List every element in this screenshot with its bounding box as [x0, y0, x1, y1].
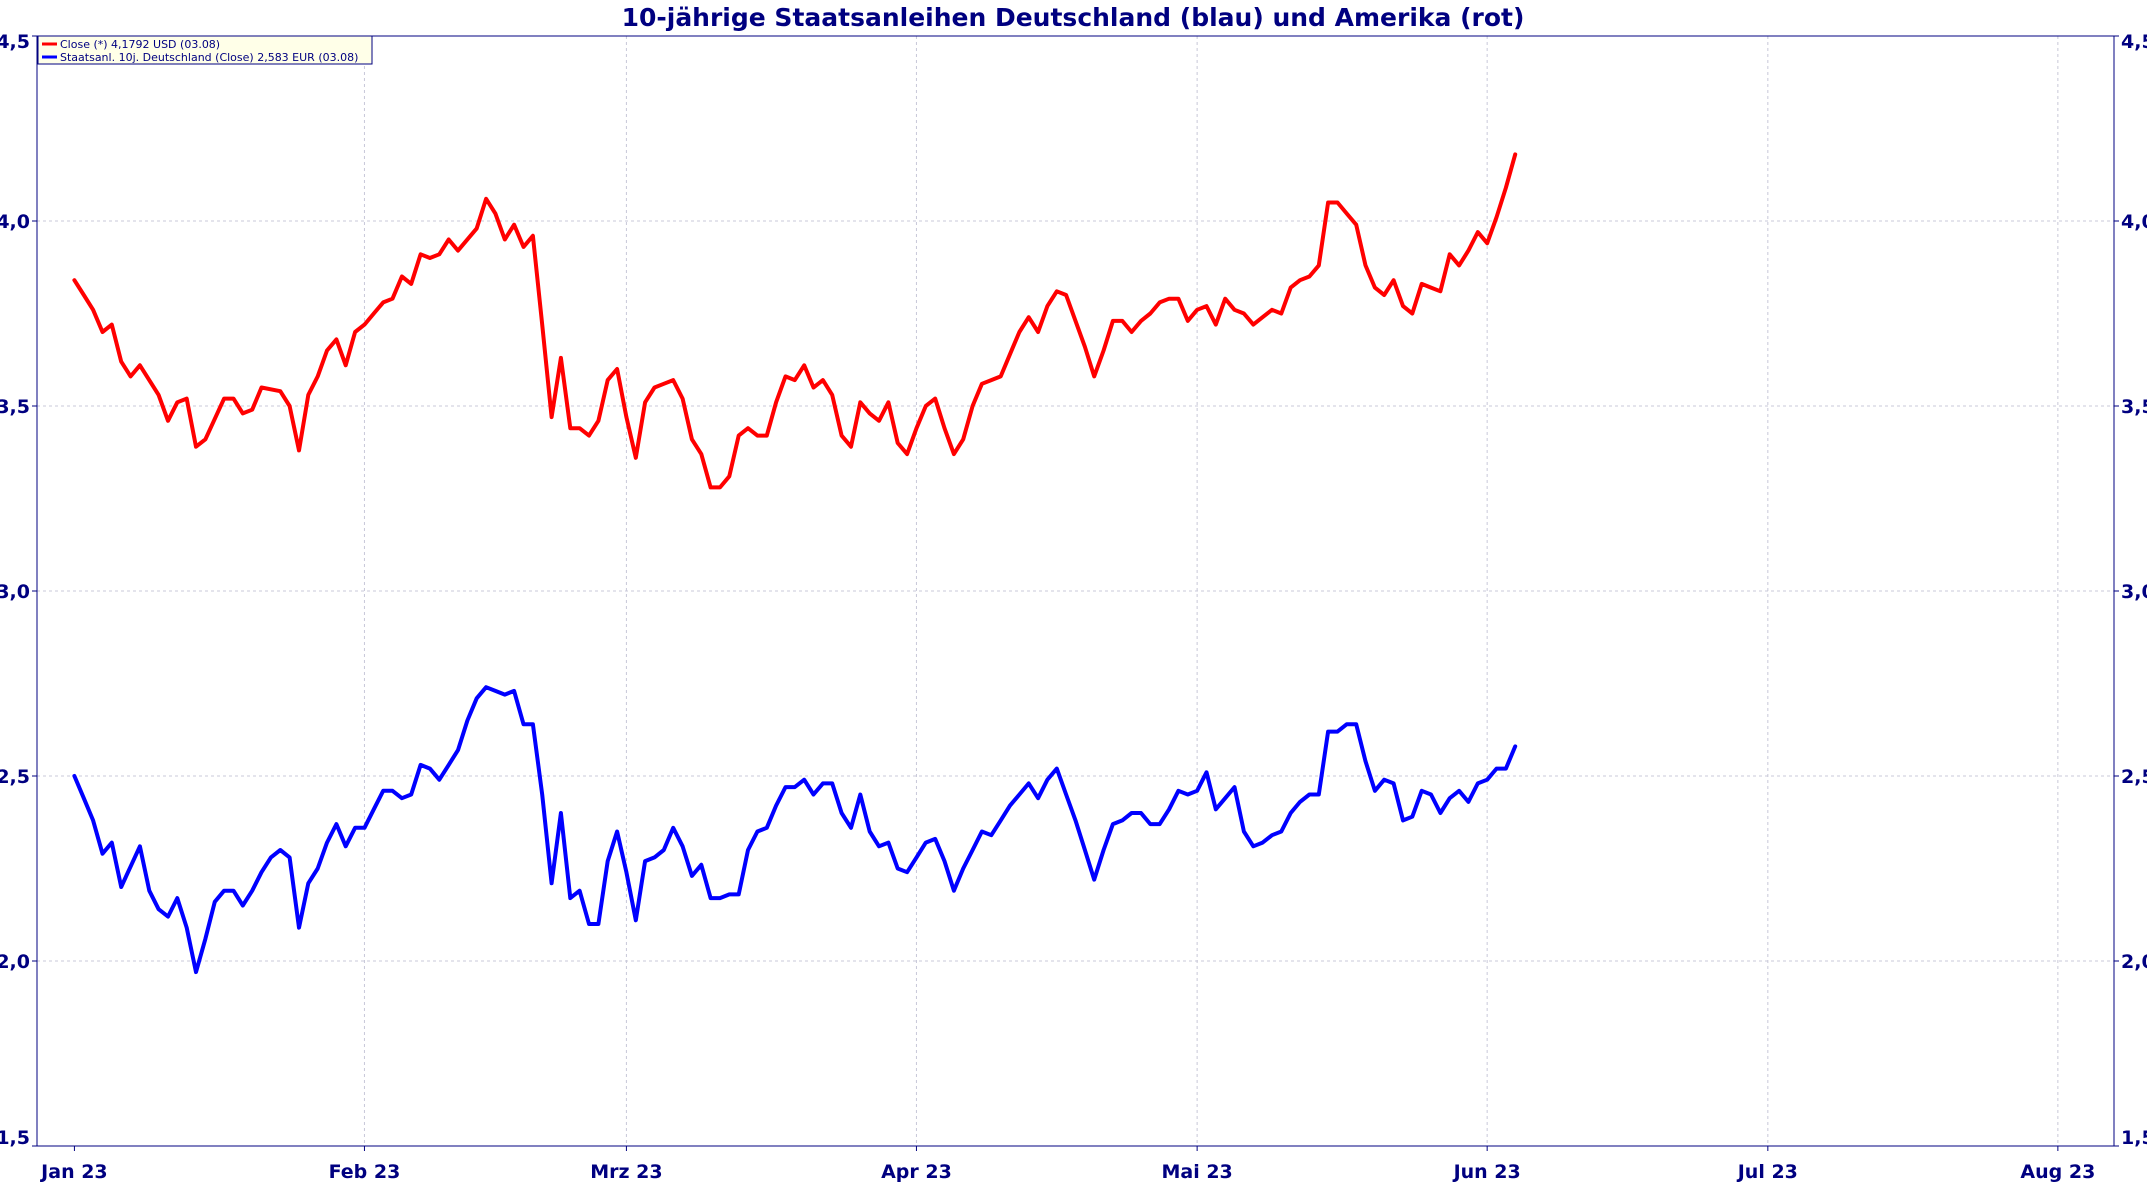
- grid: [37, 35, 2114, 1147]
- x-tick-label: Mai 23: [1161, 1161, 1232, 1183]
- y-tick-label-left: 4,0: [0, 211, 30, 233]
- x-tick-label: Feb 23: [329, 1161, 401, 1183]
- y-tick-label-left: 2,0: [0, 951, 30, 973]
- legend-box: [37, 35, 373, 65]
- legend-label-de: Staatsanl. 10j. Deutschland (Close) 2,58…: [60, 51, 358, 64]
- y-tick-label-right: 1,5: [2121, 1127, 2147, 1149]
- y-tick-label-left: 3,5: [0, 396, 30, 418]
- y-tick-label-right: 4,5: [2121, 31, 2147, 53]
- x-tick-label: Mrz 23: [590, 1161, 662, 1183]
- y-tick-label-left: 3,0: [0, 581, 30, 603]
- y-axis-left: 1,5 2,0 2,5 3,0 3,5 4,0 4,5: [0, 31, 37, 1149]
- x-axis: Jan 23 Feb 23 Mrz 23 Apr 23 Mai 23 Jun 23 Jul …: [39, 1146, 2095, 1183]
- x-tick-label: Jan 23: [39, 1161, 107, 1183]
- x-tick-label: Jul 23: [1736, 1161, 1798, 1183]
- x-tick-label: Jun 23: [1452, 1161, 1521, 1183]
- legend-label-us: Close (*) 4,1792 USD (03.08): [60, 38, 220, 51]
- legend: Close (*) 4,1792 USD (03.08) Staatsanl. …: [37, 35, 373, 65]
- y-tick-label-right: 3,5: [2121, 396, 2147, 418]
- chart-title: 10-jährige Staatsanleihen Deutschland (b…: [622, 3, 1525, 32]
- y-axis-right: 1,5 2,0 2,5 3,0 3,5 4,0 4,5: [2114, 31, 2147, 1149]
- series-group: [72, 152, 1518, 975]
- y-tick-label-left: 2,5: [0, 766, 30, 788]
- y-tick-label-right: 3,0: [2121, 581, 2147, 603]
- y-tick-label-right: 4,0: [2121, 211, 2147, 233]
- series-line-us: [72, 152, 1518, 490]
- y-tick-label-right: 2,0: [2121, 951, 2147, 973]
- x-tick-label: Aug 23: [2020, 1161, 2095, 1183]
- y-tick-label-right: 2,5: [2121, 766, 2147, 788]
- y-tick-label-left: 1,5: [0, 1127, 30, 1149]
- x-tick-label: Apr 23: [881, 1161, 952, 1183]
- y-tick-label-left: 4,5: [0, 31, 30, 53]
- series-line-de: [72, 685, 1518, 975]
